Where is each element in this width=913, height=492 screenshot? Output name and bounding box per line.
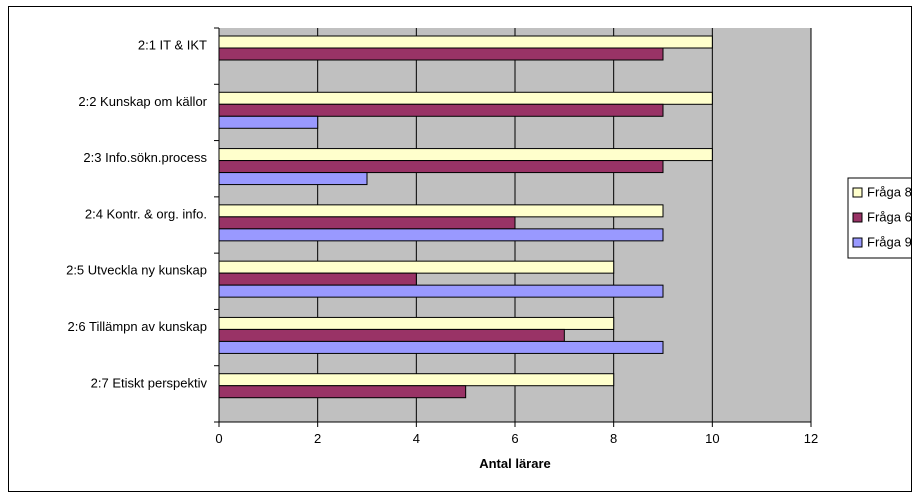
category-label: 2:4 Kontr. & org. info. xyxy=(85,206,207,221)
bar-fr-ga-9 xyxy=(218,228,664,242)
bar-fr-ga-8 xyxy=(218,204,664,218)
x-tick-label: 8 xyxy=(610,431,617,446)
category-label: 2:1 IT & IKT xyxy=(138,38,207,53)
bar-fr-ga-9 xyxy=(218,172,368,186)
x-axis-title: Antal lärare xyxy=(479,456,551,471)
bar-chart: 2:1 IT & IKT 2:2 Kunskap om källor 2:3 Inf… xyxy=(66,27,912,471)
x-tick-label: 10 xyxy=(705,431,719,446)
legend-swatch xyxy=(852,237,863,248)
bar-fr-ga-8 xyxy=(218,148,713,162)
legend-label: Fråga 6 xyxy=(867,209,912,224)
x-tick-label: 12 xyxy=(804,431,818,446)
bar-fr-ga-6 xyxy=(218,328,565,342)
bar-fr-ga-6 xyxy=(218,272,417,286)
x-tick-label: 4 xyxy=(413,431,420,446)
bar-fr-ga-6 xyxy=(218,47,664,61)
legend-label: Fråga 9 xyxy=(867,234,912,249)
x-tick-label: 6 xyxy=(511,431,518,446)
category-label: 2:7 Etiskt perspektiv xyxy=(91,375,208,390)
legend-label: Fråga 8 xyxy=(867,184,912,199)
bar-fr-ga-6 xyxy=(218,216,516,230)
chart-frame: 2:1 IT & IKT 2:2 Kunskap om källor 2:3 Inf… xyxy=(8,6,912,492)
category-label: 2:3 Info.sökn.process xyxy=(83,150,207,165)
bar-fr-ga-8 xyxy=(218,260,615,274)
bar-fr-ga-9 xyxy=(218,340,664,354)
category-label: 2:6 Tillämpn av kunskap xyxy=(68,319,207,334)
x-tick-label: 2 xyxy=(314,431,321,446)
category-label: 2:5 Utveckla ny kunskap xyxy=(66,263,207,278)
category-label: 2:2 Kunskap om källor xyxy=(78,94,207,109)
bar-fr-ga-6 xyxy=(218,160,664,174)
bar-fr-ga-8 xyxy=(218,35,713,49)
x-tick-label: 0 xyxy=(215,431,222,446)
bar-fr-ga-8 xyxy=(218,316,615,330)
bar-fr-ga-9 xyxy=(218,284,664,298)
legend-swatch xyxy=(852,212,863,223)
bar-fr-ga-8 xyxy=(218,91,713,105)
bar-fr-ga-8 xyxy=(218,373,615,387)
bar-fr-ga-6 xyxy=(218,103,664,117)
legend-swatch xyxy=(852,187,863,198)
bar-fr-ga-9 xyxy=(218,115,319,129)
bar-fr-ga-6 xyxy=(218,385,467,399)
